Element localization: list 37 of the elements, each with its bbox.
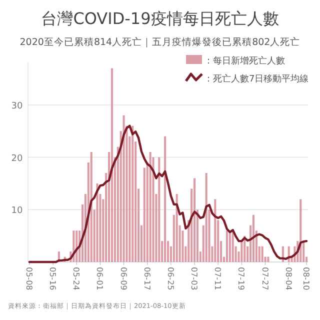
- y-tick-label: 10: [11, 206, 23, 216]
- bar: [164, 136, 166, 262]
- bar: [122, 115, 125, 262]
- x-tick-label: 06-25: [166, 267, 175, 290]
- bar: [149, 152, 152, 262]
- bar: [261, 246, 264, 262]
- x-tick-label: 07-27: [260, 267, 270, 290]
- bar: [132, 126, 134, 262]
- line-series: [28, 124, 308, 264]
- x-tick-label: 07-03: [190, 267, 199, 290]
- bar: [158, 157, 160, 262]
- x-tick-label: 07-11: [213, 267, 222, 290]
- bar: [226, 230, 228, 262]
- x-tick-label: 07-19: [236, 267, 246, 290]
- x-tick-label: 06-17: [142, 267, 152, 290]
- x-tick-label: 08-10: [302, 267, 311, 290]
- bar: [300, 199, 302, 262]
- x-tick-label: 06-09: [118, 267, 128, 290]
- bar: [110, 68, 114, 262]
- bar: [267, 256, 270, 262]
- x-tick-label: 06-01: [95, 267, 104, 290]
- y-tick-label: 20: [11, 154, 23, 164]
- x-tick-label: 08-04: [284, 267, 293, 290]
- bar: [252, 214, 255, 262]
- bar: [214, 199, 216, 262]
- x-tick-label: 05-24: [72, 267, 81, 290]
- bar: [96, 183, 98, 262]
- chart-title: 台灣COVID-19疫情每日死亡人數: [41, 9, 279, 28]
- legend-label: ：每日新增死亡人數: [204, 56, 285, 66]
- y-tick-label: 30: [11, 101, 23, 112]
- x-tick-label: 05-16: [48, 267, 58, 290]
- bar: [193, 178, 196, 262]
- bar: [205, 172, 208, 262]
- bar: [90, 152, 92, 262]
- legend-label: ：死亡人數7日移動平均線: [204, 74, 309, 84]
- x-tick-label: 05-08: [24, 267, 34, 290]
- chart-subtitle: 2020至今已累積814人死亡｜五月疫情爆發後已累積802人死亡: [20, 36, 300, 48]
